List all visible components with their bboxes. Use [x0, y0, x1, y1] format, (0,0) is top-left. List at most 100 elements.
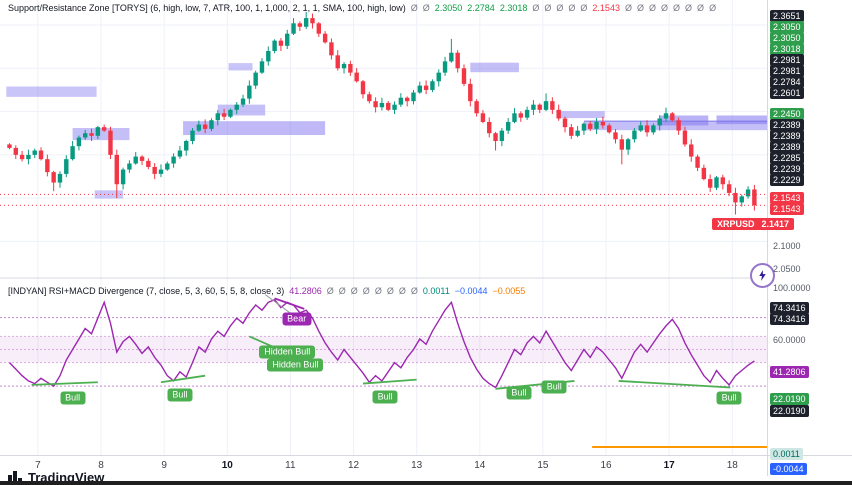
candle-body [165, 163, 170, 170]
candle-body [228, 109, 233, 117]
indicator-value: Ø [580, 3, 588, 13]
candle-body [13, 147, 18, 155]
candle-body [139, 156, 145, 161]
candle-body [518, 113, 524, 118]
candle-body [714, 177, 719, 188]
indicator-value: 2.3018 [499, 3, 528, 13]
main-indicator-name[interactable]: Support/Resistance Zone [TORYS] (6, high… [8, 3, 406, 13]
candle-body [184, 141, 189, 151]
time-tick: 10 [221, 460, 233, 471]
candle-body [638, 125, 643, 131]
bull-divergence-line [362, 378, 417, 385]
candle-body [752, 189, 757, 206]
indicator-value: Ø [709, 3, 717, 13]
candle-body [707, 179, 713, 188]
bull-divergence-line [31, 381, 98, 386]
candle-body [493, 133, 498, 141]
indicator-value: Ø [338, 286, 346, 296]
gray-divergence-line [264, 294, 294, 316]
rsi-indicator-values: 41.2806 Ø Ø Ø Ø Ø Ø Ø Ø 0.0011 −0.0044 −0.0055 [289, 286, 525, 296]
support-resistance-zone [217, 104, 266, 116]
candle-body [404, 97, 410, 102]
time-tick: 8 [98, 460, 104, 471]
rsi-value-label: 22.0190 [770, 405, 809, 417]
candle-body [291, 23, 296, 34]
candle-body [51, 172, 56, 183]
candle-body [455, 52, 460, 69]
candle-body [682, 130, 688, 145]
boost-button[interactable] [750, 263, 775, 288]
candle-body [461, 68, 467, 84]
candle-body [657, 118, 662, 126]
rsi-indicator-name[interactable]: [INDYAN] RSI+MACD Divergence (7, close, … [8, 286, 285, 296]
main-indicator-title[interactable]: Support/Resistance Zone [TORYS] (6, high… [8, 3, 716, 13]
candle-body [209, 120, 214, 129]
bull-label: Bull [167, 388, 193, 402]
indicator-value: 2.1543 [592, 3, 620, 13]
candle-body [202, 124, 208, 129]
candle-body [272, 40, 277, 51]
price-label: 2.2450 [770, 108, 804, 120]
rsi-value-label: 41.2806 [770, 366, 809, 378]
candle-body [550, 101, 555, 110]
candle-body [594, 121, 599, 129]
candle-body [158, 169, 164, 174]
indicator-value: Ø [544, 3, 552, 13]
price-label: 2.2981 [770, 54, 804, 66]
candle-body [171, 156, 176, 164]
price-label: 2.3050 [770, 21, 804, 33]
bull-divergence-line [160, 374, 206, 384]
bottom-bar [0, 481, 852, 485]
price-label: XRPUSD 2.1417 [712, 218, 795, 230]
support-resistance-zone [183, 121, 326, 136]
candle-body [190, 130, 195, 141]
time-axis[interactable]: 7 8 9 10 11 12 13 14 15 16 17 18 [0, 455, 767, 476]
rsi-band [0, 336, 767, 363]
candle-body [695, 156, 700, 168]
indicator-value: Ø [556, 3, 564, 13]
candle-body [569, 127, 574, 136]
candle-body [411, 92, 416, 102]
candle-body [367, 94, 372, 102]
candle-body [505, 121, 511, 131]
candle-body [196, 124, 202, 131]
candle-body [468, 83, 473, 102]
indicator-value: 2.2784 [467, 3, 495, 13]
candle-body [487, 121, 492, 134]
candle-body [221, 113, 227, 117]
candle-body [70, 146, 75, 160]
time-tick: 17 [663, 460, 675, 471]
candle-body [114, 154, 119, 185]
indicator-value: Ø [410, 286, 418, 296]
candle-body [720, 177, 726, 185]
indicator-value: 41.2806 [289, 286, 322, 296]
rsi-value-label: 60.0000 [773, 335, 806, 345]
candle-body [537, 104, 542, 110]
indicator-value: Ø [350, 286, 358, 296]
candle-body [335, 55, 340, 69]
price-label: 2.1000 [773, 241, 801, 251]
indicator-value: Ø [398, 286, 406, 296]
candle-body [581, 123, 587, 131]
bull-label: Bull [60, 391, 86, 405]
candle-body [133, 156, 138, 164]
indicator-value: −0.0044 [454, 286, 488, 296]
indicator-value: Ø [697, 3, 705, 13]
candle-body [278, 40, 284, 46]
candle-body [259, 61, 265, 73]
indicator-value: Ø [648, 3, 656, 13]
last-price: 2.1417 [761, 219, 790, 229]
candle-body [247, 85, 252, 99]
candle-body [64, 159, 69, 174]
candle-body [562, 118, 568, 128]
support-resistance-zone [72, 128, 130, 141]
candle-body [531, 104, 536, 110]
time-tick: 7 [35, 460, 41, 471]
symbol-name: XRPUSD [717, 219, 755, 229]
price-label: 2.2389 [770, 119, 804, 131]
time-tick: 16 [600, 460, 612, 471]
candle-body [76, 137, 82, 147]
candle-body [329, 42, 334, 56]
rsi-indicator-title[interactable]: [INDYAN] RSI+MACD Divergence (7, close, … [8, 286, 525, 296]
